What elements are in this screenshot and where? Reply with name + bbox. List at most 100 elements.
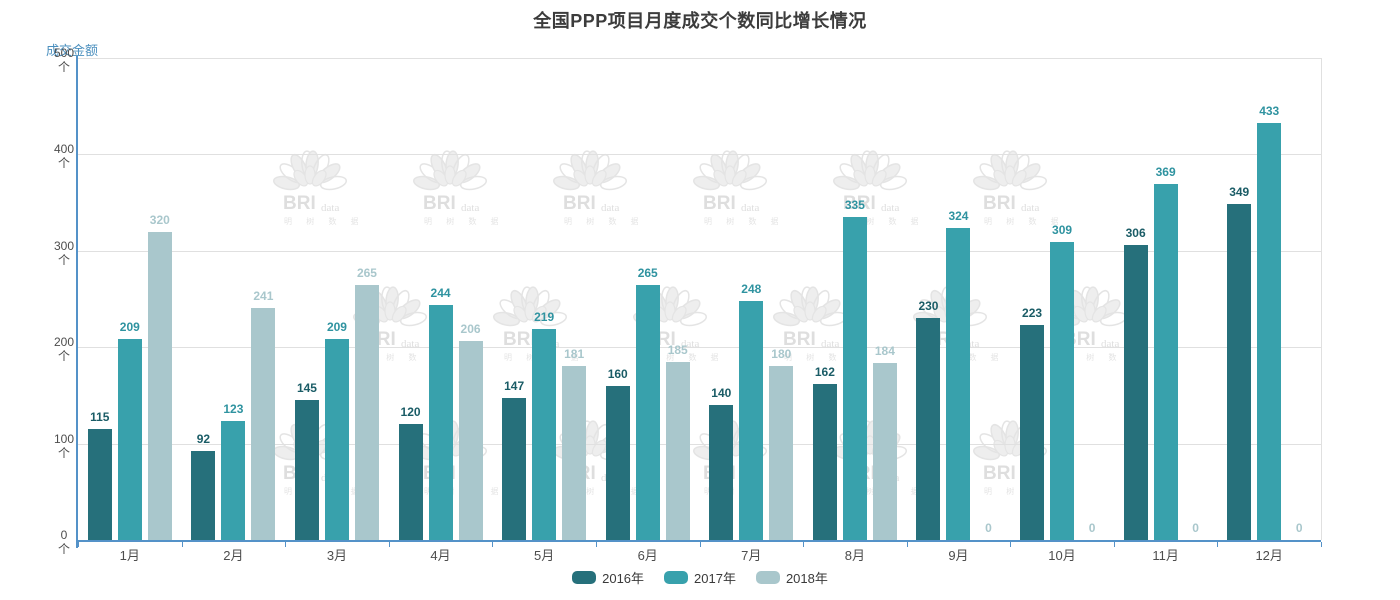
svg-text:明 树 数 据: 明 树 数 据 bbox=[364, 352, 438, 362]
x-axis-label: 7月 bbox=[741, 548, 762, 563]
svg-text:data: data bbox=[461, 202, 479, 214]
legend-swatch-icon bbox=[664, 571, 689, 584]
bar-s1-m1[interactable] bbox=[87, 429, 112, 540]
bar-s1-m4[interactable] bbox=[398, 424, 423, 540]
bar-value-label: 265 bbox=[356, 265, 377, 280]
bar-s1-m11[interactable] bbox=[1123, 245, 1148, 540]
bar-value-label: 180 bbox=[771, 347, 792, 362]
svg-text:BRI: BRI bbox=[423, 193, 456, 214]
x-axis-tick bbox=[181, 542, 183, 547]
x-axis-label: 5月 bbox=[534, 548, 555, 563]
bar-s3-m5[interactable] bbox=[562, 365, 587, 540]
watermark-bri-data-logo: BRI data 明 树 数 据 bbox=[682, 148, 779, 228]
bar-value-label: 349 bbox=[1229, 184, 1250, 199]
bar-value-label: 162 bbox=[814, 364, 835, 379]
x-axis-label: 11月 bbox=[1152, 548, 1179, 563]
bar-s2-m4[interactable] bbox=[428, 304, 453, 540]
bar-value-label: 160 bbox=[607, 366, 628, 381]
x-axis-label: 9月 bbox=[948, 548, 969, 563]
bar-value-label: 244 bbox=[430, 285, 451, 300]
bar-s1-m12[interactable] bbox=[1227, 203, 1252, 540]
legend-label: 2016年 bbox=[602, 571, 645, 586]
bar-s3-m8[interactable] bbox=[872, 362, 897, 540]
x-axis-tick bbox=[1010, 542, 1012, 547]
y-tick-label: 200 个 bbox=[53, 335, 75, 364]
legend-item-1[interactable]: 2016年 bbox=[572, 568, 644, 587]
legend-swatch-icon bbox=[572, 571, 597, 584]
bar-value-label: 248 bbox=[741, 281, 762, 296]
bar-s2-m7[interactable] bbox=[739, 300, 764, 540]
legend-label: 2018年 bbox=[785, 571, 828, 586]
watermark-bri-data-logo: BRI data 明 树 数 据 bbox=[762, 284, 859, 364]
legend-item-2[interactable]: 2017年 bbox=[664, 568, 736, 587]
x-axis-label: 10月 bbox=[1048, 548, 1076, 563]
svg-text:BRI: BRI bbox=[503, 329, 536, 350]
bar-s1-m7[interactable] bbox=[709, 405, 734, 540]
legend-item-3[interactable]: 2018年 bbox=[755, 568, 828, 587]
gridline bbox=[78, 250, 1321, 252]
bar-s2-m5[interactable] bbox=[532, 328, 557, 540]
bar-s2-m2[interactable] bbox=[221, 421, 246, 540]
bar-value-label: 241 bbox=[253, 288, 274, 303]
bar-value-label: 120 bbox=[400, 405, 421, 420]
svg-text:BRI: BRI bbox=[703, 193, 736, 214]
gridline bbox=[1321, 58, 1322, 540]
bar-s1-m5[interactable] bbox=[502, 398, 527, 540]
bar-s1-m6[interactable] bbox=[605, 385, 630, 540]
bar-s3-m4[interactable] bbox=[458, 341, 483, 540]
svg-text:data: data bbox=[821, 338, 839, 350]
y-axis-line bbox=[76, 56, 78, 548]
x-axis-tick bbox=[492, 542, 494, 547]
bar-s1-m2[interactable] bbox=[191, 451, 216, 540]
bar-s3-m6[interactable] bbox=[665, 361, 690, 540]
y-tick-label: 500 个 bbox=[53, 46, 75, 74]
bar-s1-m9[interactable] bbox=[916, 318, 941, 540]
bar-value-label: 145 bbox=[296, 381, 317, 396]
bar-value-label: 320 bbox=[149, 212, 170, 227]
bar-s1-m3[interactable] bbox=[294, 400, 319, 540]
bar-value-label: 433 bbox=[1259, 103, 1280, 118]
x-axis-label: 6月 bbox=[637, 548, 658, 563]
bar-s3-m3[interactable] bbox=[354, 284, 379, 540]
svg-text:明 树 数 据: 明 树 数 据 bbox=[644, 352, 718, 362]
bar-s2-m10[interactable] bbox=[1050, 242, 1075, 540]
x-axis-tick bbox=[1321, 542, 1322, 547]
svg-text:data: data bbox=[741, 202, 759, 214]
bar-s2-m11[interactable] bbox=[1153, 184, 1178, 540]
bar-value-label: 324 bbox=[948, 208, 969, 223]
svg-text:data: data bbox=[1101, 338, 1119, 350]
svg-text:明 树 数 据: 明 树 数 据 bbox=[284, 216, 358, 226]
y-tick-label: 400 个 bbox=[53, 142, 75, 171]
bar-s3-m2[interactable] bbox=[251, 307, 276, 540]
x-axis-label: 8月 bbox=[844, 548, 865, 563]
bar-s1-m8[interactable] bbox=[812, 383, 837, 540]
x-axis-tick bbox=[1217, 542, 1219, 547]
bar-value-label: 0 bbox=[1088, 521, 1096, 535]
svg-text:明 树 数 据: 明 树 数 据 bbox=[564, 486, 638, 496]
bar-value-label: 115 bbox=[90, 410, 110, 425]
x-axis-tick bbox=[1113, 542, 1115, 547]
bar-value-label: 265 bbox=[637, 265, 658, 280]
gridline bbox=[78, 58, 1321, 59]
legend-label: 2017年 bbox=[694, 571, 736, 586]
svg-text:data: data bbox=[881, 202, 899, 214]
bar-s2-m3[interactable] bbox=[324, 338, 349, 540]
bar-s2-m9[interactable] bbox=[946, 227, 971, 540]
svg-text:明 树 数 据: 明 树 数 据 bbox=[984, 216, 1058, 226]
bar-s3-m7[interactable] bbox=[769, 366, 794, 540]
svg-text:data: data bbox=[1021, 202, 1039, 214]
bar-s3-m1[interactable] bbox=[147, 231, 172, 540]
bar-s2-m1[interactable] bbox=[117, 338, 142, 540]
legend-swatch-icon bbox=[755, 571, 780, 584]
bar-s2-m6[interactable] bbox=[635, 284, 660, 540]
svg-text:BRI: BRI bbox=[563, 193, 596, 214]
bar-s2-m8[interactable] bbox=[842, 217, 867, 540]
bar-s1-m10[interactable] bbox=[1020, 325, 1045, 540]
svg-text:data: data bbox=[401, 338, 419, 350]
bar-value-label: 223 bbox=[1022, 306, 1043, 321]
bar-s2-m12[interactable] bbox=[1257, 122, 1282, 540]
watermark-bri-data-logo: BRI data 明 树 数 据 bbox=[402, 148, 499, 228]
x-axis-tick bbox=[595, 542, 597, 547]
